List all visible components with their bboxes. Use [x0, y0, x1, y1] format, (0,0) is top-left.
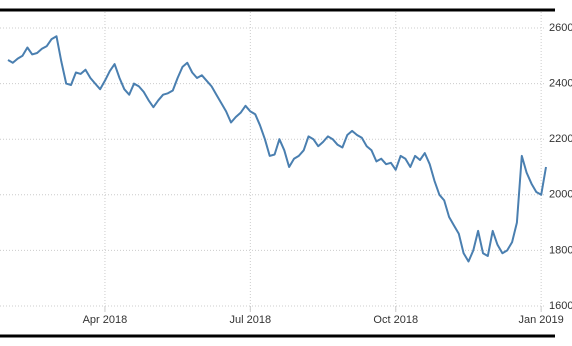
x-tick-label: Jan 2019	[519, 314, 564, 326]
y-tick-label: 2000	[549, 189, 572, 201]
line-series	[7, 35, 547, 263]
y-tick-label: 2400	[549, 78, 572, 90]
plot-area	[0, 11, 552, 335]
x-tick-label: Jul 2018	[230, 314, 272, 326]
x-tick-label: Oct 2018	[373, 314, 418, 326]
y-tick-label: 2200	[549, 133, 572, 145]
y-tick-label: 2600	[549, 22, 572, 34]
y-tick-label: 1800	[549, 244, 572, 256]
x-tick-label: Apr 2018	[83, 314, 128, 326]
y-tick-label: 1600	[549, 300, 572, 312]
